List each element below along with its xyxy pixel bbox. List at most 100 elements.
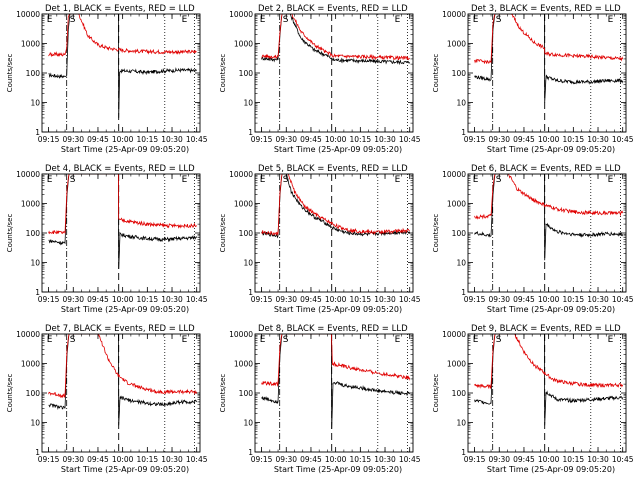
marker-s: S bbox=[283, 15, 289, 25]
panel-title: Det 6, BLACK = Events, RED = LLD bbox=[471, 164, 621, 174]
y-axis-label: Counts/sec bbox=[219, 214, 227, 253]
events-trace-black bbox=[474, 334, 624, 426]
y-axis-label: Counts/sec bbox=[219, 374, 227, 413]
marker-s: S bbox=[283, 175, 289, 185]
x-tick-label: 09:45 bbox=[300, 135, 322, 144]
events-trace-black bbox=[474, 174, 624, 261]
marker-s: S bbox=[496, 335, 502, 345]
y-tick-label: 10 bbox=[30, 419, 40, 428]
y-tick-label: 10000 bbox=[229, 330, 253, 339]
plot-frame bbox=[41, 333, 201, 453]
lld-trace-red bbox=[48, 334, 198, 399]
x-tick-label: 10:15 bbox=[137, 295, 159, 304]
marker-e: E bbox=[473, 175, 479, 185]
x-tick-label: 09:15 bbox=[251, 135, 273, 144]
x-tick-label: 09:15 bbox=[464, 295, 486, 304]
x-tick-label: 10:15 bbox=[563, 455, 585, 464]
marker-e: E bbox=[473, 335, 479, 345]
panel-title: Det 8, BLACK = Events, RED = LLD bbox=[258, 324, 408, 334]
x-tick-label: 10:30 bbox=[161, 455, 183, 464]
marker-s: S bbox=[496, 15, 502, 25]
y-tick-label: 10000 bbox=[16, 10, 40, 19]
marker-s: S bbox=[283, 335, 289, 345]
y-axis-label: Counts/sec bbox=[6, 374, 14, 413]
lld-trace-red bbox=[48, 174, 198, 235]
y-tick-label: 10000 bbox=[229, 170, 253, 179]
x-tick-label: 10:30 bbox=[374, 295, 396, 304]
x-tick-label: 09:45 bbox=[513, 455, 535, 464]
panel-title: Det 2, BLACK = Events, RED = LLD bbox=[258, 4, 408, 14]
marker-e: E bbox=[47, 15, 53, 25]
x-tick-label: 10:00 bbox=[112, 135, 134, 144]
y-tick-label: 1000 bbox=[447, 360, 466, 369]
panel-title: Det 7, BLACK = Events, RED = LLD bbox=[45, 324, 195, 334]
x-tick-label: 09:30 bbox=[275, 295, 297, 304]
plot-frame bbox=[254, 333, 414, 453]
y-tick-label: 1000 bbox=[21, 200, 40, 209]
x-tick-label: 09:45 bbox=[87, 455, 109, 464]
x-axis-label: Start Time (25-Apr-09 09:05:20) bbox=[487, 465, 615, 474]
x-tick-label: 09:30 bbox=[488, 455, 510, 464]
x-tick-label: 09:30 bbox=[62, 455, 84, 464]
y-axis-label: Counts/sec bbox=[432, 214, 440, 253]
detector-panel-5: Det 5, BLACK = Events, RED = LLD Counts/s… bbox=[219, 164, 421, 314]
x-tick-label: 10:00 bbox=[325, 455, 347, 464]
y-tick-label: 100 bbox=[239, 69, 254, 78]
marker-s: S bbox=[70, 335, 76, 345]
y-axis-label: Counts/sec bbox=[6, 54, 14, 93]
x-tick-label: 10:00 bbox=[112, 455, 134, 464]
x-tick-label: 09:45 bbox=[513, 135, 535, 144]
marker-e: E bbox=[182, 335, 188, 345]
x-axis-label: Start Time (25-Apr-09 09:05:20) bbox=[61, 305, 189, 314]
marker-e: E bbox=[47, 175, 53, 185]
detector-panel-3: Det 3, BLACK = Events, RED = LLD Counts/s… bbox=[432, 4, 634, 154]
x-tick-label: 10:00 bbox=[538, 135, 560, 144]
marker-e: E bbox=[395, 175, 401, 185]
x-tick-label: 09:45 bbox=[87, 295, 109, 304]
y-tick-label: 10000 bbox=[442, 170, 466, 179]
y-tick-label: 100 bbox=[452, 69, 467, 78]
y-tick-label: 10 bbox=[456, 259, 466, 268]
y-tick-label: 10 bbox=[456, 419, 466, 428]
detector-panel-1: Det 1, BLACK = Events, RED = LLD Counts/s… bbox=[6, 4, 208, 154]
x-tick-label: 10:45 bbox=[186, 135, 208, 144]
y-tick-label: 10000 bbox=[229, 10, 253, 19]
x-tick-label: 10:45 bbox=[612, 295, 634, 304]
marker-e: E bbox=[260, 15, 266, 25]
x-tick-label: 10:30 bbox=[587, 295, 609, 304]
events-trace-black bbox=[48, 174, 198, 270]
panel-title: Det 3, BLACK = Events, RED = LLD bbox=[471, 4, 621, 14]
x-tick-label: 10:45 bbox=[186, 295, 208, 304]
x-tick-label: 10:30 bbox=[587, 455, 609, 464]
x-tick-label: 10:30 bbox=[374, 135, 396, 144]
detector-panel-7: Det 7, BLACK = Events, RED = LLD Counts/s… bbox=[6, 324, 208, 474]
panel-title: Det 1, BLACK = Events, RED = LLD bbox=[45, 4, 195, 14]
x-tick-label: 10:15 bbox=[137, 455, 159, 464]
events-trace-black bbox=[474, 14, 624, 103]
marker-e: E bbox=[608, 335, 614, 345]
detector-panel-9: Det 9, BLACK = Events, RED = LLD Counts/s… bbox=[432, 324, 634, 474]
x-tick-label: 10:30 bbox=[161, 135, 183, 144]
y-axis-label: Counts/sec bbox=[432, 374, 440, 413]
plot-frame bbox=[41, 173, 201, 293]
x-tick-label: 09:15 bbox=[38, 135, 60, 144]
y-tick-label: 100 bbox=[239, 389, 254, 398]
plot-frame bbox=[41, 13, 201, 133]
x-tick-label: 09:30 bbox=[275, 135, 297, 144]
x-tick-label: 10:00 bbox=[325, 295, 347, 304]
y-tick-label: 10 bbox=[243, 419, 253, 428]
x-tick-label: 10:30 bbox=[587, 135, 609, 144]
y-tick-label: 10 bbox=[243, 259, 253, 268]
y-tick-label: 1 bbox=[461, 128, 466, 137]
marker-e: E bbox=[608, 175, 614, 185]
x-tick-label: 10:15 bbox=[563, 295, 585, 304]
y-tick-label: 10 bbox=[30, 259, 40, 268]
y-tick-label: 1 bbox=[35, 128, 40, 137]
y-tick-label: 1 bbox=[461, 288, 466, 297]
x-axis-label: Start Time (25-Apr-09 09:05:20) bbox=[487, 145, 615, 154]
events-trace-black bbox=[48, 334, 198, 426]
plot-frame bbox=[467, 173, 627, 293]
detector-panel-2: Det 2, BLACK = Events, RED = LLD Counts/s… bbox=[219, 4, 421, 154]
y-tick-label: 10 bbox=[30, 99, 40, 108]
marker-e: E bbox=[260, 335, 266, 345]
